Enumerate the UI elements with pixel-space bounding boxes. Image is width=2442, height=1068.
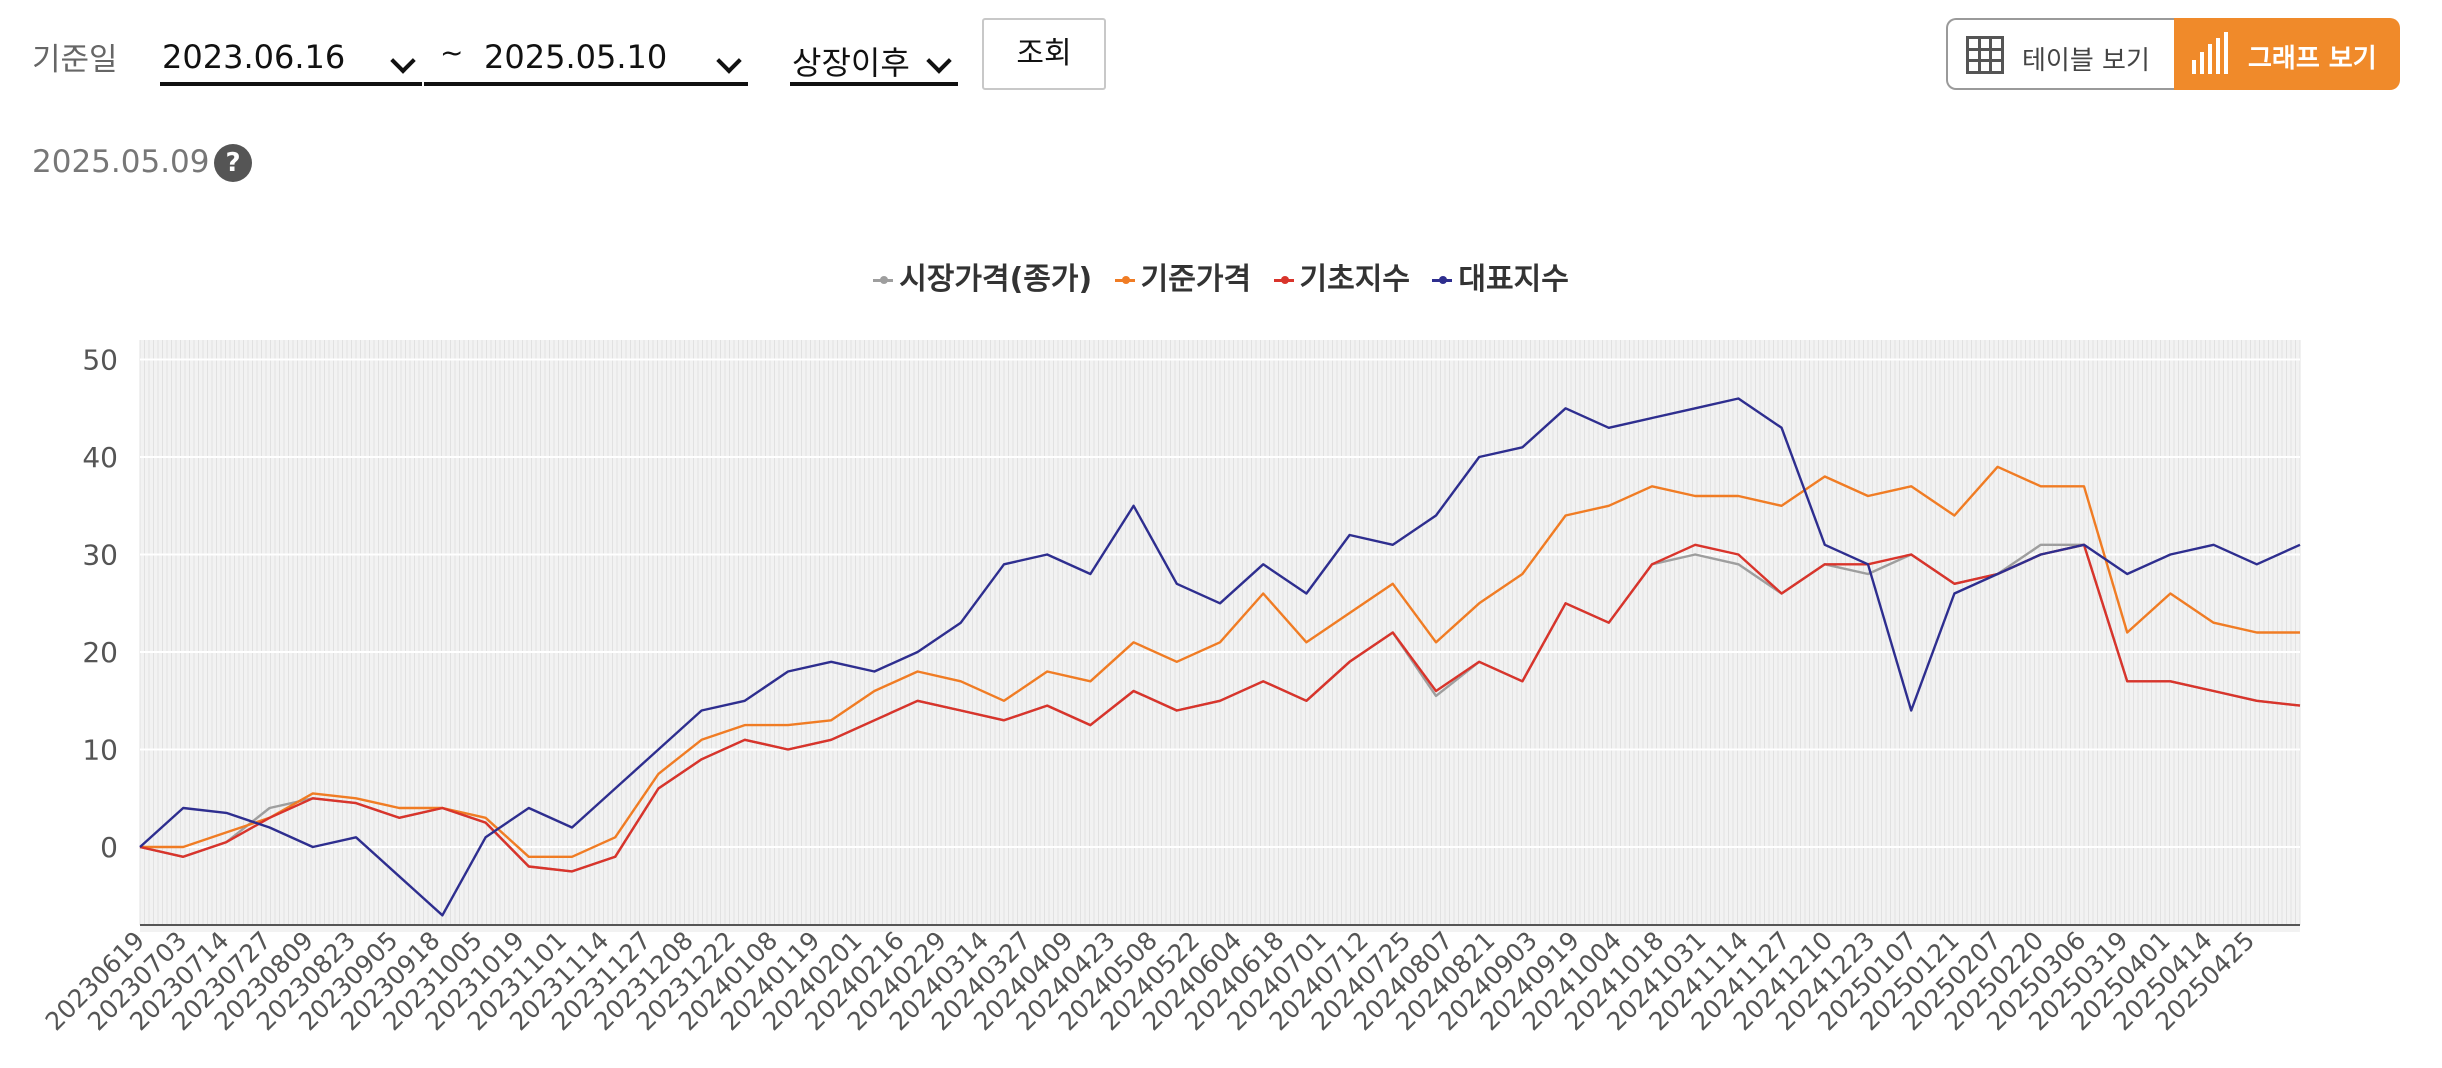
date-range-separator: ~ — [440, 36, 464, 69]
y-tick-label: 40 — [82, 441, 118, 474]
grid-icon — [1966, 36, 2004, 74]
table-view-button[interactable]: 테이블 보기 — [1946, 18, 2174, 90]
series-line-1 — [140, 465, 2300, 858]
series-lines — [139, 397, 2301, 917]
start-date-value: 2023.06.16 — [162, 38, 346, 76]
y-tick-label: 10 — [82, 734, 118, 767]
legend-item-base-index[interactable]: 기초지수 — [1273, 254, 1410, 298]
series-line-3 — [139, 397, 2301, 917]
y-tick-label: 30 — [82, 539, 118, 572]
y-tick-label: 50 — [82, 344, 118, 377]
legend-label-market: 시장가격(종가) — [899, 262, 1093, 297]
filter-toolbar: 기준일 2023.06.16 ~ 2025.05.10 상장이후 조회 테이블 … — [0, 0, 2442, 130]
line-chart: 0 10 20 30 40 50 2023061920230703202307142023… — [40, 340, 2301, 1036]
bar-chart-icon — [2192, 32, 2232, 74]
legend-label-base-index: 기초지수 — [1299, 262, 1410, 297]
period-value: 상장이후 — [792, 44, 910, 82]
chevron-down-icon — [390, 48, 416, 74]
chevron-down-icon — [716, 48, 742, 74]
end-date-select[interactable]: 2025.05.10 — [424, 28, 748, 86]
legend-item-rep-index[interactable]: 대표지수 — [1432, 254, 1569, 298]
y-tick-label: 0 — [100, 831, 118, 864]
as-of-date: 2025.05.09 — [32, 144, 210, 180]
legend-item-market[interactable]: 시장가격(종가) — [873, 254, 1092, 298]
period-select[interactable]: 상장이후 — [790, 28, 958, 86]
search-button[interactable]: 조회 — [982, 18, 1106, 90]
help-icon[interactable]: ? — [214, 144, 252, 182]
y-tick-label: 20 — [82, 636, 118, 669]
graph-view-button[interactable]: 그래프 보기 — [2174, 18, 2400, 90]
series-line-2 — [139, 543, 2301, 873]
start-date-select[interactable]: 2023.06.16 — [160, 28, 422, 86]
x-axis-labels: 2023061920230703202307142023072720230809… — [40, 926, 2260, 1036]
legend-label-rep-index: 대표지수 — [1458, 262, 1569, 297]
chart-legend: 시장가격(종가) 기준가격 기초지수 대표지수 — [0, 254, 2442, 298]
horizontal-grid — [140, 358, 2300, 848]
base-date-label: 기준일 — [32, 42, 118, 78]
end-date-value: 2025.05.10 — [484, 38, 668, 76]
legend-label-nav: 기준가격 — [1140, 262, 1252, 297]
chevron-down-icon — [926, 48, 952, 74]
graph-view-label: 그래프 보기 — [2248, 44, 2377, 74]
y-axis-labels: 0 10 20 30 40 50 — [82, 344, 118, 865]
table-view-label: 테이블 보기 — [2022, 46, 2150, 76]
vertical-grid — [139, 340, 2301, 925]
legend-item-nav[interactable]: 기준가격 — [1114, 254, 1252, 298]
